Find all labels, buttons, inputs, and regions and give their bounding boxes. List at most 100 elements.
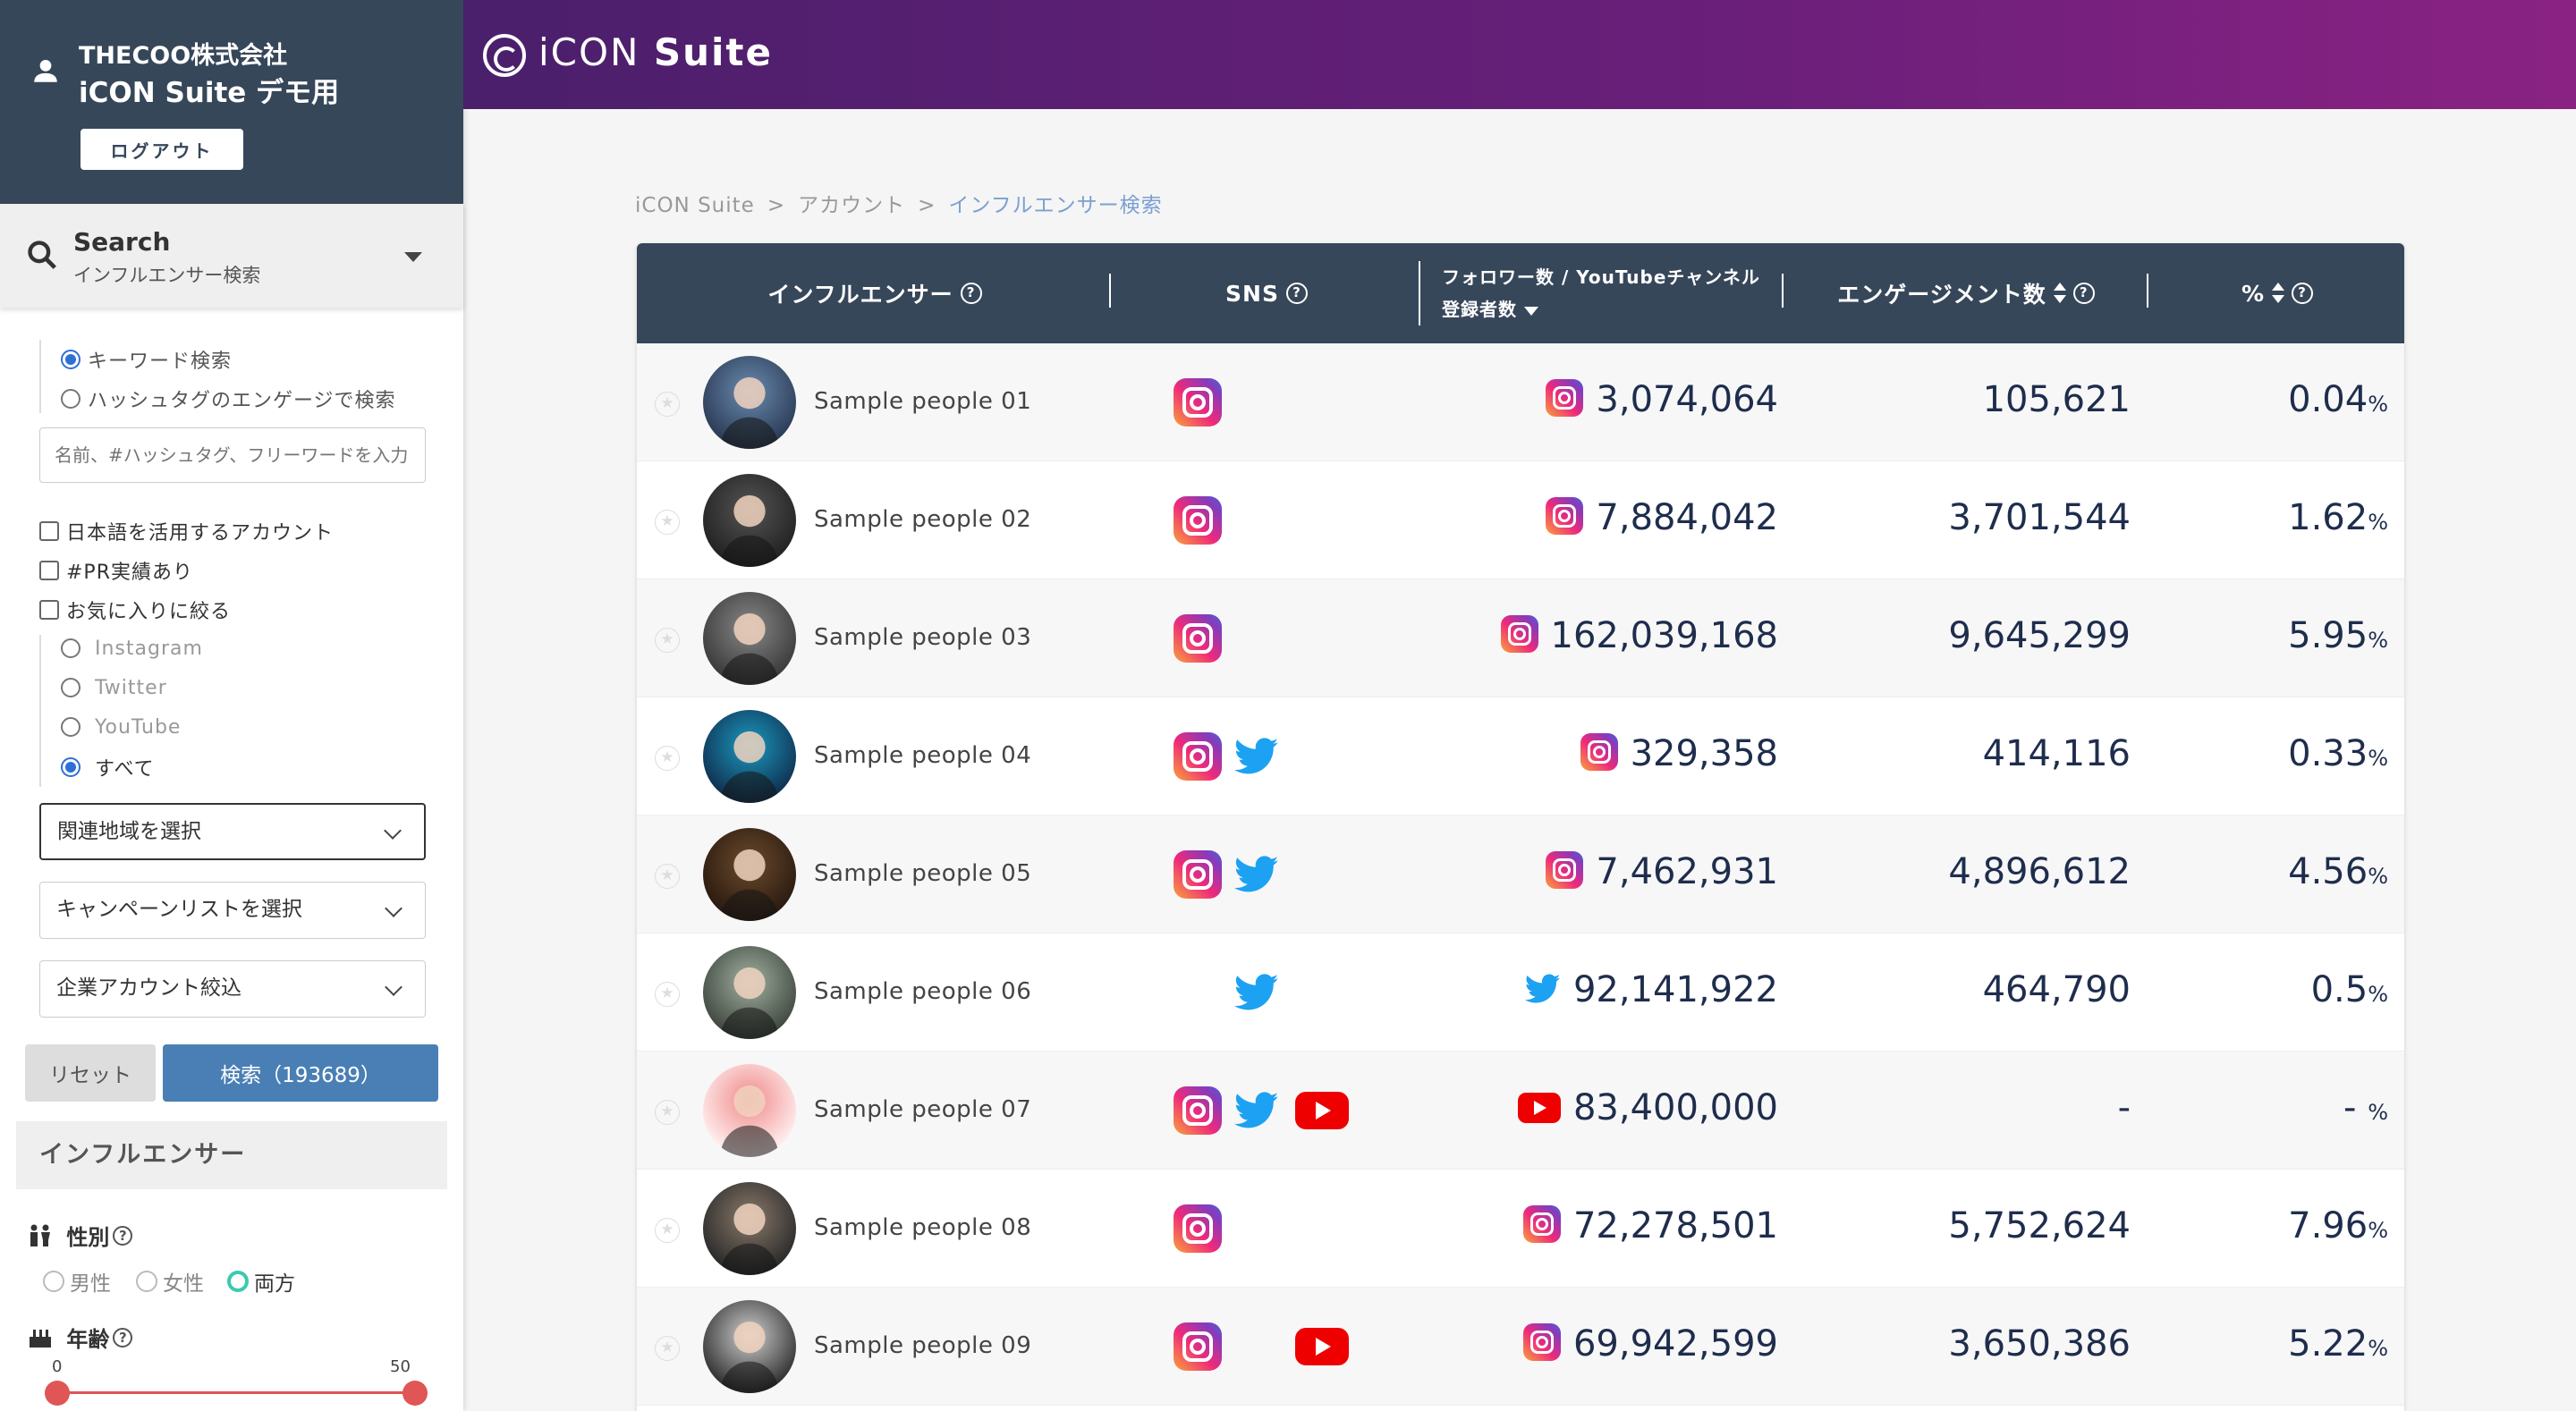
radio-hashtag-search[interactable]: ハッシュタグのエンゲージで検索: [61, 384, 396, 413]
influencer-name[interactable]: Sample people 01: [814, 388, 1032, 415]
table-row[interactable]: ★ Sample people 03 162,039,168 9,645,299 5.9…: [637, 579, 2404, 697]
help-icon[interactable]: ?: [1285, 283, 1308, 304]
col-percent[interactable]: %?: [2150, 243, 2404, 343]
instagram-icon[interactable]: [1174, 496, 1222, 545]
instagram-icon[interactable]: [1174, 1086, 1222, 1135]
influencer-section-heading: インフルエンサー: [16, 1121, 447, 1189]
help-icon[interactable]: ?: [2292, 283, 2314, 304]
engagement-count: 5,752,624: [1948, 1205, 2131, 1246]
favorite-star-icon[interactable]: ★: [655, 1336, 680, 1361]
favorite-star-icon[interactable]: ★: [655, 392, 680, 417]
favorite-star-icon[interactable]: ★: [655, 1218, 680, 1243]
keyword-input[interactable]: [39, 427, 426, 483]
age-slider-max-handle[interactable]: [402, 1381, 428, 1406]
engagement-count: 105,621: [1982, 379, 2131, 420]
influencer-name[interactable]: Sample people 08: [814, 1214, 1032, 1241]
avatar[interactable]: [703, 1300, 796, 1393]
checkbox-japanese[interactable]: 日本語を活用するアカウント: [39, 517, 334, 545]
instagram-icon[interactable]: [1174, 1204, 1222, 1253]
engagement-count: 414,116: [1982, 733, 2131, 774]
radio-gender-female[interactable]: 女性: [136, 1266, 204, 1297]
search-button[interactable]: 検索（193689）: [163, 1044, 438, 1102]
user-icon: [34, 59, 57, 82]
influencer-name[interactable]: Sample people 09: [814, 1332, 1032, 1359]
radio-sns-youtube[interactable]: YouTube: [61, 715, 181, 739]
avatar[interactable]: [703, 356, 796, 449]
engagement-rate: 0.33%: [2288, 733, 2388, 774]
engagement-rate: 1.62%: [2288, 497, 2388, 538]
help-icon[interactable]: ?: [113, 1225, 133, 1246]
influencer-name[interactable]: Sample people 07: [814, 1096, 1032, 1123]
twitter-icon[interactable]: [1233, 1092, 1279, 1129]
table-row[interactable]: ★ Sample people 01 3,074,064 105,621 0.04%: [637, 343, 2404, 461]
radio-gender-male[interactable]: 男性: [43, 1266, 111, 1297]
age-slider-min-handle[interactable]: [45, 1381, 70, 1406]
table-row[interactable]: ★ Sample people 04 329,358 414,116 0.33%: [637, 697, 2404, 815]
company-select[interactable]: 企業アカウント絞込: [39, 960, 426, 1018]
instagram-icon: [1580, 733, 1618, 771]
col-followers[interactable]: フォロワー数 / YouTubeチャンネル 登録者数: [1442, 266, 1760, 320]
col-engagement[interactable]: エンゲージメント数?: [1785, 243, 2147, 343]
favorite-star-icon[interactable]: ★: [655, 746, 680, 771]
twitter-icon[interactable]: [1233, 738, 1279, 775]
radio-sns-instagram[interactable]: Instagram: [61, 637, 203, 660]
table-row[interactable]: ★ Sample people 07 83,400,000 - - %: [637, 1052, 2404, 1170]
influencer-name[interactable]: Sample people 05: [814, 860, 1032, 887]
instagram-icon[interactable]: [1174, 614, 1222, 663]
breadcrumb-home[interactable]: iCON Suite: [635, 194, 755, 217]
influencer-name[interactable]: Sample people 02: [814, 506, 1032, 533]
logout-button[interactable]: ログアウト: [80, 129, 243, 170]
checkbox-favorites[interactable]: お気に入りに絞る: [39, 596, 231, 624]
youtube-icon[interactable]: [1295, 1092, 1349, 1129]
avatar[interactable]: [703, 1182, 796, 1275]
table-row[interactable]: ★ Sample people 02 7,884,042 3,701,544 1.62%: [637, 461, 2404, 579]
avatar[interactable]: [703, 710, 796, 803]
instagram-icon: [1522, 1205, 1561, 1243]
influencer-name[interactable]: Sample people 06: [814, 978, 1032, 1005]
table-row[interactable]: ★ Sample people 06 92,141,922 464,790 0.5%: [637, 934, 2404, 1052]
engagement-count: 4,896,612: [1948, 851, 2131, 892]
influencer-name[interactable]: Sample people 04: [814, 742, 1032, 769]
avatar[interactable]: [703, 946, 796, 1039]
checkbox-pr[interactable]: #PR実績あり: [39, 556, 193, 585]
breadcrumb-account[interactable]: アカウント: [798, 194, 906, 217]
radio-sns-all[interactable]: すべて: [61, 753, 155, 782]
favorite-star-icon[interactable]: ★: [655, 864, 680, 889]
avatar[interactable]: [703, 474, 796, 567]
search-panel-toggle[interactable]: Search インフルエンサー検索: [0, 204, 463, 308]
favorite-star-icon[interactable]: ★: [655, 510, 680, 535]
instagram-icon[interactable]: [1174, 850, 1222, 899]
favorite-star-icon[interactable]: ★: [655, 1100, 680, 1125]
instagram-icon[interactable]: [1174, 1322, 1222, 1371]
table-row[interactable]: ★ Sample people 09 69,942,599 3,650,386 5.22…: [637, 1288, 2404, 1406]
radio-gender-both[interactable]: 両方: [227, 1266, 295, 1297]
campaign-select[interactable]: キャンペーンリストを選択: [39, 882, 426, 939]
reset-button[interactable]: リセット: [25, 1044, 156, 1102]
top-bar: iCON Suite: [463, 0, 2576, 109]
chevron-down-icon: [385, 978, 402, 996]
avatar[interactable]: [703, 1064, 796, 1157]
influencer-name[interactable]: Sample people 03: [814, 624, 1032, 651]
sort-down-icon: [1524, 307, 1538, 316]
favorite-star-icon[interactable]: ★: [655, 628, 680, 653]
help-icon[interactable]: ?: [113, 1327, 133, 1348]
avatar[interactable]: [703, 592, 796, 685]
youtube-icon: [1517, 1093, 1561, 1123]
instagram-icon[interactable]: [1174, 378, 1222, 427]
engagement-rate: 0.5%: [2310, 969, 2388, 1010]
twitter-icon[interactable]: [1233, 856, 1279, 893]
radio-sns-twitter[interactable]: Twitter: [61, 676, 167, 699]
table-row[interactable]: ★ Sample people 08 72,278,501 5,752,624 7.96…: [637, 1170, 2404, 1288]
gender-label: 性別?: [27, 1220, 133, 1251]
twitter-icon[interactable]: [1233, 974, 1279, 1011]
help-icon[interactable]: ?: [2072, 283, 2095, 304]
age-slider-track[interactable]: [57, 1391, 415, 1394]
avatar[interactable]: [703, 828, 796, 921]
youtube-icon[interactable]: [1295, 1328, 1349, 1365]
favorite-star-icon[interactable]: ★: [655, 982, 680, 1007]
region-select[interactable]: 関連地域を選択: [39, 803, 426, 860]
instagram-icon[interactable]: [1174, 732, 1222, 781]
help-icon[interactable]: ?: [960, 283, 982, 304]
radio-keyword-search[interactable]: キーワード検索: [61, 345, 232, 374]
table-row[interactable]: ★ Sample people 05 7,462,931 4,896,612 4.56%: [637, 815, 2404, 934]
